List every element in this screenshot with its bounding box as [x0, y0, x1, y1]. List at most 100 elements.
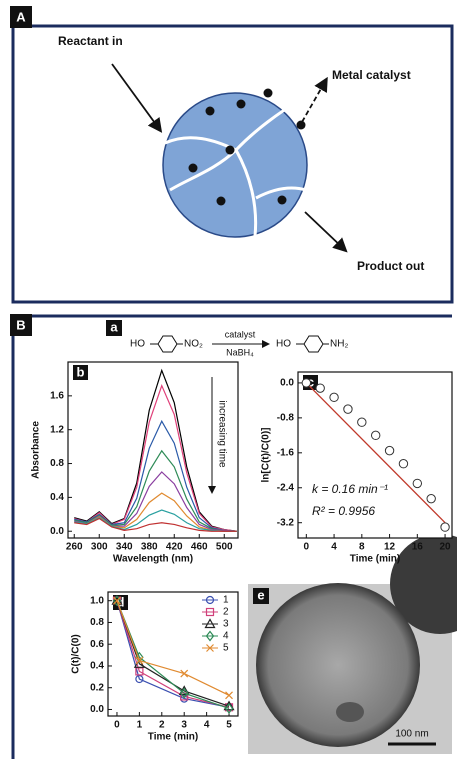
panel-label: b: [77, 364, 85, 379]
marker: [111, 594, 123, 605]
panel-label: e: [257, 587, 264, 602]
reagent: NaBH₄: [226, 347, 254, 357]
panel-label: A: [16, 9, 26, 24]
legend-label: 3: [223, 619, 229, 630]
marker: [205, 595, 215, 605]
scheme-label-box: [106, 320, 122, 336]
marker: [223, 700, 235, 711]
panel-label-box: [10, 6, 32, 28]
legend-label: 4: [223, 631, 229, 642]
x-tick-label: 340: [116, 542, 133, 553]
point: [315, 383, 325, 393]
x-axis-label: Time (min): [350, 554, 400, 565]
series-line: [74, 449, 237, 532]
reactant-group: HO: [130, 339, 145, 350]
panel-label-box: [10, 314, 32, 336]
x-tick-label: 420: [166, 542, 183, 553]
marker: [204, 618, 216, 629]
label-product: Product out: [357, 259, 424, 273]
scale-bar-label: 100 nm: [395, 729, 428, 740]
y-tick-label: 1.0: [90, 595, 104, 606]
marker: [180, 669, 189, 678]
marker: [135, 667, 144, 676]
legend-label: 2: [223, 607, 229, 618]
frame: [11, 24, 454, 304]
legend-label: 5: [223, 643, 229, 654]
marker: [224, 702, 234, 714]
panel-label-box: [253, 588, 269, 604]
marker: [135, 656, 144, 665]
marker: [206, 644, 214, 652]
point: [370, 430, 381, 441]
y-tick-label: 0.4: [90, 661, 104, 672]
reagent: catalyst: [225, 329, 256, 339]
y-axis-label: C(t)/C(0): [71, 634, 82, 673]
particle-feature: [336, 702, 364, 722]
panel-e: e 100 nm: [248, 534, 457, 754]
plot-frame: [67, 361, 239, 539]
series-line: [116, 600, 230, 696]
series-line: [116, 600, 230, 708]
y-tick-label: -1.6: [277, 447, 295, 458]
y-tick-label: 0.8: [50, 458, 64, 469]
y-tick-label: -2.4: [277, 482, 295, 493]
x-tick-label: 2: [159, 720, 165, 731]
catalyst-dots: [188, 88, 306, 206]
product-group: NH₂: [330, 339, 348, 350]
y-tick-label: 0.8: [90, 617, 104, 628]
annotation: k = 0.16 min⁻¹: [312, 482, 388, 496]
frame: [11, 314, 452, 759]
y-tick-label: 0.0: [50, 526, 64, 537]
x-tick-label: 5: [226, 720, 232, 731]
y-tick-label: 0.2: [90, 682, 104, 693]
marker: [113, 596, 121, 605]
reactant-group: NO₂: [184, 339, 203, 350]
annotation: increasing time: [216, 400, 227, 468]
x-tick-label: 1: [137, 720, 143, 731]
x-tick-label: 20: [440, 542, 452, 553]
point: [357, 417, 367, 427]
x-axis-label: Wavelength (nm): [113, 554, 193, 565]
benzene: [157, 335, 178, 353]
particle: [256, 583, 420, 747]
label-catalyst: Metal catalyst: [332, 68, 411, 82]
y-tick-label: 0.0: [280, 378, 294, 389]
marker: [179, 687, 189, 699]
point: [384, 445, 395, 456]
point: [412, 478, 423, 489]
point: [398, 459, 409, 469]
series-line: [74, 419, 237, 532]
channels: [164, 98, 307, 237]
legend-label: 1: [223, 595, 229, 606]
point: [440, 522, 450, 532]
panel-a: A Reactant in Metal catalyst Product out: [10, 6, 454, 304]
y-axis-label: Absorbance: [31, 421, 42, 479]
x-tick-label: 8: [359, 542, 365, 553]
series-line: [74, 384, 237, 532]
y-axis-label: ln[C(t)/C(0)]: [261, 428, 272, 483]
x-tick-label: 16: [412, 542, 424, 553]
y-tick-label: -0.8: [277, 413, 295, 424]
x-tick-label: 460: [191, 542, 208, 553]
point: [301, 378, 312, 388]
x-tick-label: 300: [91, 542, 108, 553]
marker: [205, 630, 215, 642]
y-tick-label: -3.2: [277, 517, 295, 528]
particle: [390, 534, 457, 634]
annotation: R² = 0.9956: [312, 504, 375, 518]
series-line: [74, 368, 237, 532]
reactor: [162, 92, 308, 238]
label-reactant: Reactant in: [58, 34, 123, 48]
arrow-out: [304, 211, 348, 253]
y-tick-label: 0.6: [90, 639, 104, 650]
series-line: [74, 509, 237, 532]
point: [343, 404, 353, 414]
series-line: [74, 517, 237, 532]
x-tick-label: 260: [66, 542, 83, 553]
scheme-label: a: [110, 319, 118, 334]
x-axis-label: Time (min): [148, 732, 198, 743]
arrow-in: [111, 63, 163, 133]
point: [426, 493, 436, 504]
y-tick-label: 1.2: [50, 424, 64, 435]
